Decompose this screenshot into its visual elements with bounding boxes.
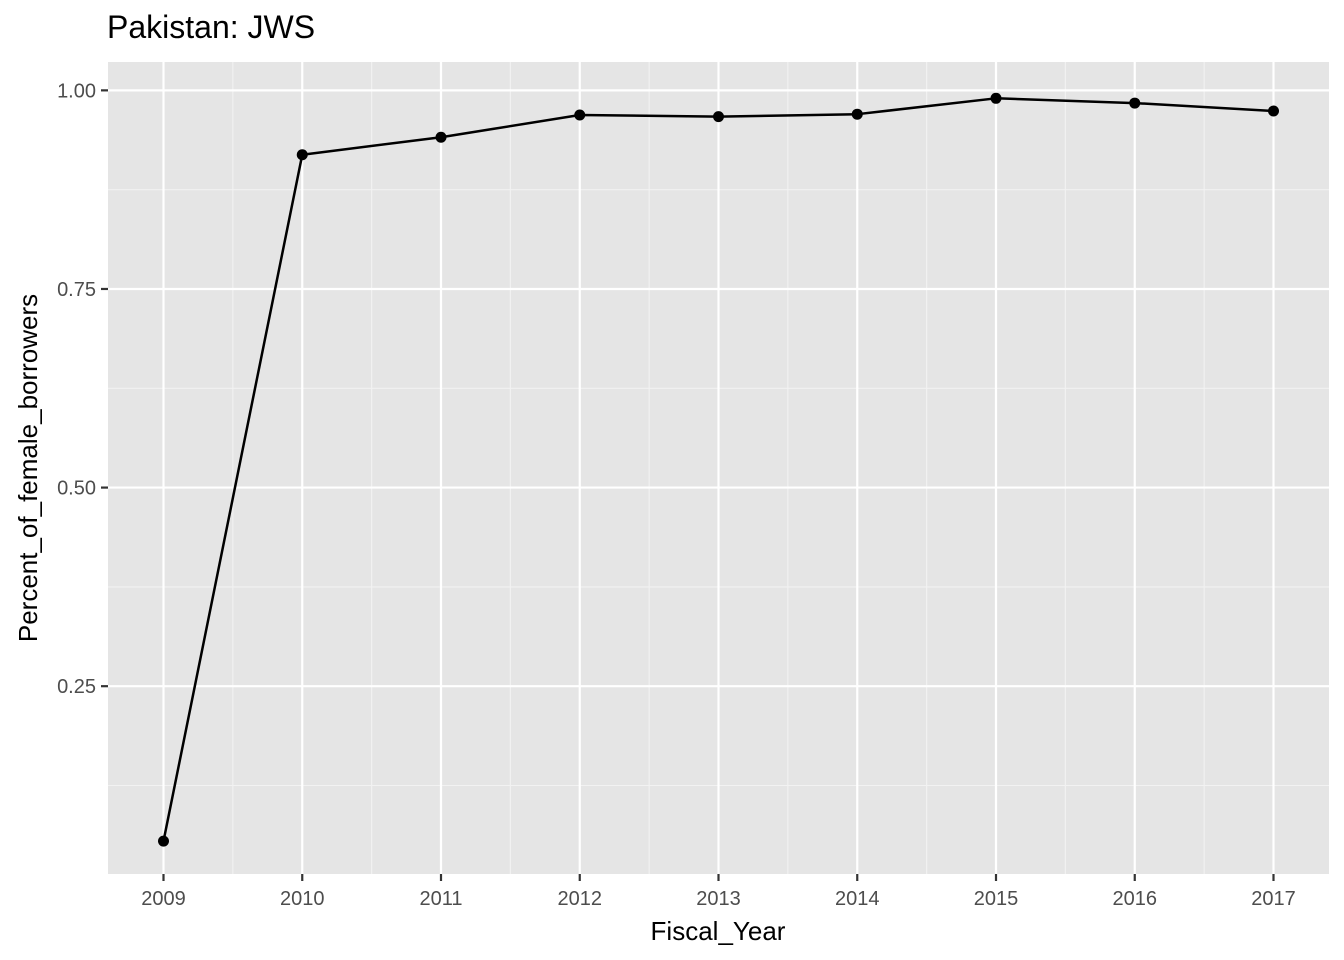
x-tick-label: 2014 xyxy=(835,888,880,910)
data-point xyxy=(851,108,863,120)
y-axis: 0.25 0.50 0.75 1.00 xyxy=(57,80,108,698)
x-tick-label: 2009 xyxy=(141,888,186,910)
x-tick-label: 2015 xyxy=(974,888,1019,910)
x-axis: 2009 2010 2011 2012 2013 2014 2015 2016 2017 xyxy=(141,874,1296,910)
y-tick-label: 0.75 xyxy=(57,279,96,301)
data-point xyxy=(990,92,1002,104)
major-gridlines xyxy=(108,62,1329,874)
chart-title: Pakistan: JWS xyxy=(107,9,315,45)
data-point xyxy=(158,835,169,847)
y-tick-label: 0.50 xyxy=(57,478,96,500)
x-axis-title: Fiscal_Year xyxy=(651,916,786,946)
x-tick-label: 2012 xyxy=(558,888,603,910)
data-point xyxy=(1268,105,1279,117)
data-point xyxy=(435,131,447,143)
x-tick-label: 2016 xyxy=(1113,888,1158,910)
data-point xyxy=(713,111,724,123)
y-tick-label: 0.25 xyxy=(57,676,96,698)
x-tick-label: 2017 xyxy=(1251,888,1296,910)
x-tick-label: 2010 xyxy=(280,888,325,910)
y-tick-label: 1.00 xyxy=(57,80,96,102)
data-point xyxy=(574,109,586,121)
series-layer xyxy=(158,92,1279,847)
x-tick-label: 2011 xyxy=(419,888,462,910)
data-point xyxy=(1129,97,1141,109)
x-tick-label: 2013 xyxy=(696,888,741,910)
y-axis-title: Percent_of_female_borrowers xyxy=(13,294,43,642)
data-point xyxy=(296,149,308,161)
